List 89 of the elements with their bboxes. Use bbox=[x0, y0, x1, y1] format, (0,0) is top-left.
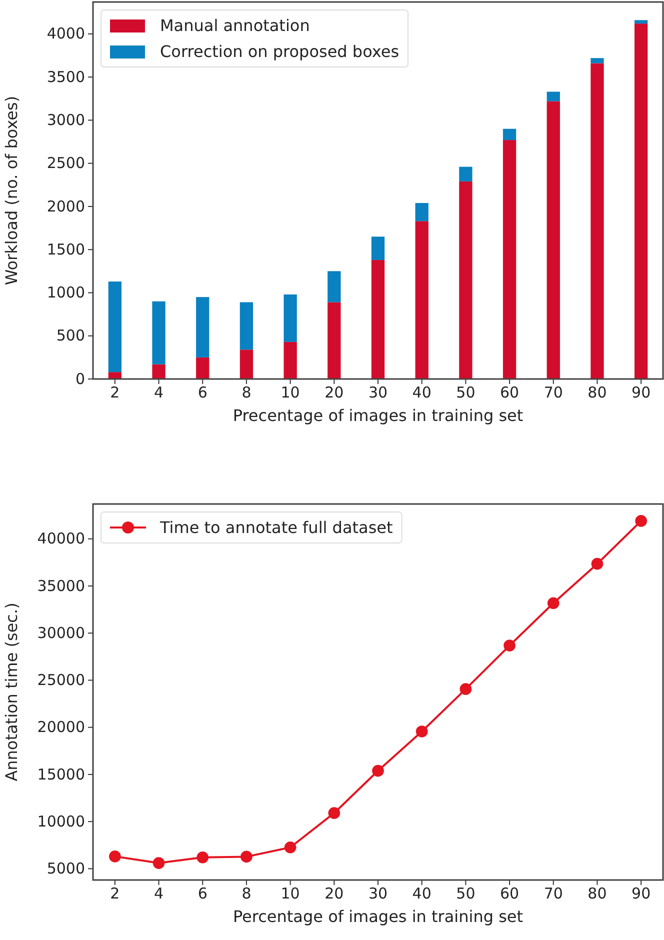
x-tick-label: 80 bbox=[588, 884, 607, 903]
bar bbox=[240, 302, 254, 350]
bar bbox=[108, 282, 122, 372]
x-tick-label: 40 bbox=[412, 384, 432, 402]
bar bbox=[590, 63, 604, 379]
x-tick-label: 50 bbox=[456, 384, 476, 402]
x-tick-label: 60 bbox=[500, 384, 520, 402]
bar bbox=[634, 20, 648, 24]
y-tick-label: 15000 bbox=[37, 765, 85, 784]
point bbox=[328, 807, 340, 819]
bar bbox=[546, 92, 560, 102]
x-tick-label: 50 bbox=[456, 884, 476, 903]
y-tick-label: 10000 bbox=[37, 812, 85, 830]
x-tick-label: 8 bbox=[242, 884, 252, 903]
bar bbox=[108, 372, 122, 379]
x-tick-label: 2 bbox=[110, 884, 120, 903]
bar bbox=[240, 350, 254, 379]
y-tick-label: 20000 bbox=[37, 718, 85, 736]
x-tick-label: 10 bbox=[280, 384, 300, 402]
x-tick-label: 6 bbox=[198, 384, 208, 402]
y-tick-label: 0 bbox=[75, 370, 85, 388]
x-tick-label: 20 bbox=[324, 384, 344, 402]
y-tick-label: 2000 bbox=[46, 197, 85, 216]
point bbox=[152, 857, 165, 869]
bar bbox=[546, 101, 560, 379]
x-tick-label: 90 bbox=[632, 884, 651, 903]
x-tick-label: 30 bbox=[368, 884, 388, 903]
bar bbox=[196, 357, 210, 379]
point bbox=[504, 640, 516, 652]
bar bbox=[152, 364, 166, 379]
bar bbox=[152, 301, 166, 364]
x-axis-title: Percentage of images in training set bbox=[232, 907, 524, 926]
x-tick-label: 40 bbox=[412, 884, 432, 903]
bar bbox=[371, 236, 385, 260]
x-tick-label: 30 bbox=[368, 384, 388, 402]
y-tick-label: 5000 bbox=[46, 859, 85, 878]
point bbox=[240, 850, 252, 863]
y-tick-label: 500 bbox=[56, 326, 85, 345]
x-tick-label: 60 bbox=[500, 884, 520, 903]
legend-label: Manual annotation bbox=[160, 16, 310, 35]
y-tick-label: 3500 bbox=[46, 68, 85, 86]
y-tick-label: 1000 bbox=[46, 284, 85, 302]
legend-label: Correction on proposed boxes bbox=[160, 42, 400, 61]
x-tick-label: 2 bbox=[110, 384, 120, 402]
point bbox=[109, 850, 121, 862]
bar bbox=[328, 271, 341, 302]
bar bbox=[196, 297, 210, 358]
point bbox=[196, 851, 209, 864]
x-tick-label: 4 bbox=[154, 884, 164, 903]
y-tick-label: 40000 bbox=[37, 530, 85, 548]
y-axis-title: Workload (no. of boxes) bbox=[2, 96, 21, 286]
bar bbox=[502, 128, 516, 140]
x-tick-label: 80 bbox=[588, 384, 607, 402]
y-tick-label: 3000 bbox=[46, 110, 85, 129]
bar bbox=[415, 221, 428, 379]
bar bbox=[502, 140, 516, 379]
y-tick-label: 4000 bbox=[46, 24, 85, 43]
x-tick-label: 90 bbox=[632, 384, 651, 402]
y-tick-label: 2500 bbox=[46, 154, 85, 172]
x-tick-label: 20 bbox=[324, 884, 344, 903]
x-axis-title: Precentage of images in training set bbox=[232, 406, 524, 425]
legend-label: Time to annotate full dataset bbox=[159, 518, 393, 537]
x-tick-label: 4 bbox=[154, 384, 164, 402]
bar bbox=[459, 181, 472, 379]
bar bbox=[634, 24, 648, 379]
bar bbox=[371, 260, 385, 379]
bar bbox=[415, 203, 428, 222]
y-tick-label: 1500 bbox=[46, 240, 85, 258]
bar bbox=[284, 342, 297, 379]
x-tick-label: 6 bbox=[198, 884, 208, 903]
point bbox=[547, 597, 560, 610]
x-tick-label: 10 bbox=[280, 884, 300, 903]
point bbox=[416, 726, 428, 738]
bar bbox=[590, 58, 604, 64]
x-tick-label: 8 bbox=[242, 384, 252, 402]
y-tick-label: 25000 bbox=[37, 671, 85, 690]
bar bbox=[328, 302, 341, 379]
bar bbox=[284, 294, 297, 342]
point bbox=[460, 683, 472, 695]
point bbox=[591, 558, 604, 570]
y-tick-label: 30000 bbox=[37, 624, 85, 642]
x-tick-label: 70 bbox=[544, 384, 563, 402]
y-axis-title: Annotation time (sec.) bbox=[2, 602, 21, 782]
point bbox=[635, 515, 647, 527]
x-tick-label: 70 bbox=[544, 884, 563, 903]
point bbox=[372, 764, 384, 777]
point bbox=[284, 841, 296, 854]
y-tick-label: 35000 bbox=[37, 576, 85, 595]
bar bbox=[459, 166, 472, 182]
